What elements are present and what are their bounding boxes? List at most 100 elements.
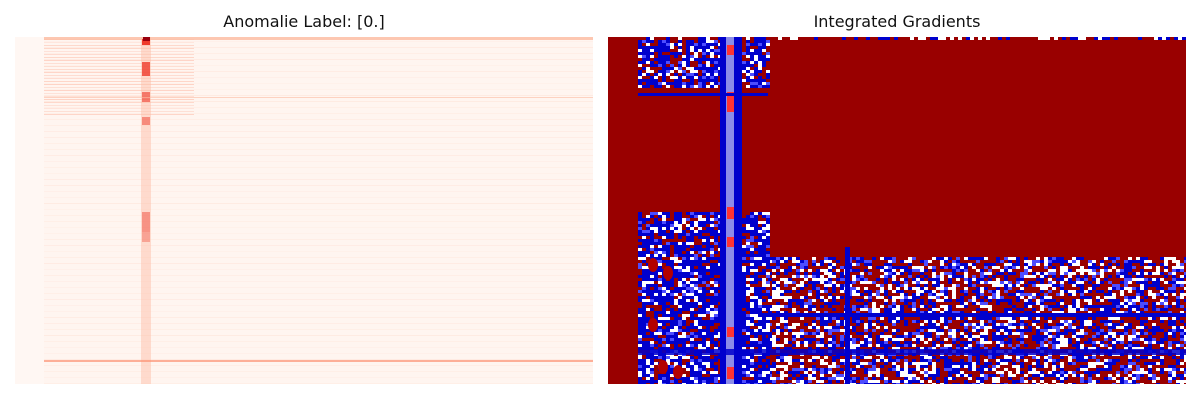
gradient-cell (1060, 323, 1064, 326)
gradient-cell (1016, 290, 1020, 293)
gradient-cell (666, 293, 670, 296)
gradient-cell (1056, 302, 1060, 305)
gradient-cell (702, 290, 706, 293)
gradient-cell (772, 317, 776, 320)
gradient-cell (980, 380, 984, 383)
gradient-cell (1172, 374, 1176, 377)
gradient-cell (698, 323, 702, 326)
gradient-cell (690, 70, 694, 73)
gradient-cell (658, 233, 662, 236)
gradient-cell (674, 76, 678, 79)
gradient-cell (876, 335, 880, 338)
gradient-cell (670, 371, 674, 374)
gradient-cell (820, 344, 824, 347)
gradient-cell (952, 272, 956, 275)
gradient-cell (1052, 338, 1056, 341)
gradient-cell (868, 356, 872, 359)
gradient-cell (828, 305, 832, 308)
gradient-cell (788, 359, 792, 362)
gradient-cell (670, 236, 674, 239)
gradient-cell (1016, 260, 1020, 263)
gradient-cell (996, 371, 1000, 374)
gradient-cell (714, 332, 718, 335)
gradient-cell (750, 296, 754, 299)
gradient-cell (904, 287, 908, 290)
gradient-cell (690, 239, 694, 242)
gradient-cell (646, 287, 650, 290)
gradient-cell (1096, 272, 1100, 275)
gradient-cell (1104, 338, 1108, 341)
gradient-cell (932, 305, 936, 308)
gradient-cell (658, 70, 662, 73)
gradient-cell (1152, 341, 1156, 344)
gradient-cell (698, 236, 702, 239)
gradient-cell (1100, 344, 1104, 347)
gradient-cell (742, 344, 746, 347)
gradient-cell (968, 323, 972, 326)
gradient-cell (804, 275, 808, 278)
gradient-cell (796, 272, 800, 275)
gradient-cell (694, 85, 698, 88)
gradient-cell (706, 362, 710, 365)
gradient-cell (1068, 272, 1072, 275)
gradient-cell (670, 359, 674, 362)
gradient-cell (860, 362, 864, 365)
gradient-cell (1124, 272, 1128, 275)
gradient-cell (1044, 263, 1048, 266)
gradient-cell (952, 383, 956, 384)
gradient-cell (674, 254, 678, 257)
gradient-cell (912, 257, 916, 260)
gradient-cell (772, 368, 776, 371)
gradient-cell (1128, 359, 1132, 362)
gradient-cell (1116, 359, 1120, 362)
gradient-cell (1068, 359, 1072, 362)
gradient-cell (1168, 287, 1172, 290)
gradient-cell (766, 260, 770, 263)
gradient-cell (746, 224, 750, 227)
gradient-cell (896, 317, 900, 320)
gradient-cell (828, 338, 832, 341)
gradient-cell (746, 218, 750, 221)
gradient-cell (960, 359, 964, 362)
gradient-cell (678, 236, 682, 239)
gradient-cell (1136, 383, 1140, 384)
gradient-cell (750, 374, 754, 377)
gradient-cell (694, 374, 698, 377)
gradient-cell (852, 344, 856, 347)
gradient-cell (1072, 311, 1076, 314)
gradient-cell (638, 76, 642, 79)
gradient-cell (1032, 338, 1036, 341)
gradient-cell (1140, 374, 1144, 377)
gradient-cell (832, 377, 836, 380)
gradient-cell (1152, 272, 1156, 275)
gradient-cell (654, 272, 658, 275)
gradient-cell (1064, 260, 1068, 263)
gradient-cell (1016, 323, 1020, 326)
gradient-cell (654, 335, 658, 338)
gradient-cell (682, 281, 686, 284)
gradient-cell (678, 290, 682, 293)
gradient-cell (944, 368, 948, 371)
gradient-cell (1048, 308, 1052, 311)
gradient-cell (1176, 299, 1180, 302)
gradient-cell (780, 374, 784, 377)
gradient-cell (1088, 272, 1092, 275)
gradient-cell (792, 299, 796, 302)
gradient-cell (900, 266, 904, 269)
gradient-cell (766, 338, 770, 341)
gradient-cell (936, 371, 940, 374)
gradient-cell (968, 356, 972, 359)
gradient-cell (1168, 305, 1172, 308)
gradient-cell (682, 266, 686, 269)
gradient-cell (1152, 326, 1156, 329)
gradient-cell (766, 239, 770, 242)
gradient-cell (1136, 296, 1140, 299)
gradient-cell (694, 230, 698, 233)
gradient-cell (666, 326, 670, 329)
gradient-cell (694, 287, 698, 290)
gradient-cell (1148, 365, 1152, 368)
gradient-cell (654, 296, 658, 299)
gradient-cell (868, 380, 872, 383)
gradient-cell (964, 269, 968, 272)
gradient-cell (904, 296, 908, 299)
